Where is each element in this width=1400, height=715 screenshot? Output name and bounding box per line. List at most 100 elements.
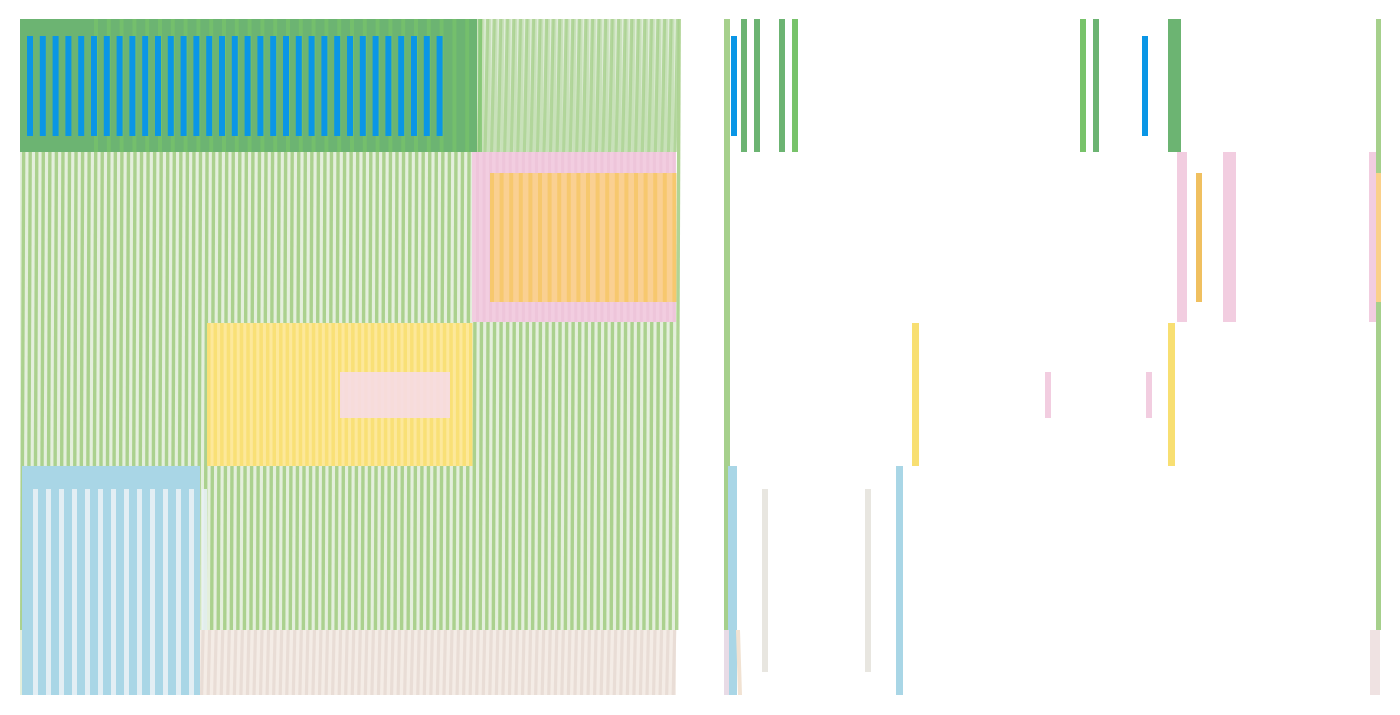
yellow-bar (239, 323, 244, 466)
beige-stripe (357, 630, 362, 695)
blue-bar (334, 36, 341, 136)
blue-bar (103, 36, 110, 136)
beige-stripe (540, 630, 546, 695)
light-green-bar (452, 19, 457, 152)
orange-bar (586, 173, 590, 302)
orange-bar (624, 173, 629, 302)
orange-bar (528, 173, 533, 302)
light-stripe (621, 19, 627, 152)
pale-bar (163, 489, 168, 695)
orange-bar (547, 173, 552, 302)
light-stripe (509, 19, 516, 152)
beige-stripe (638, 630, 644, 695)
pale-bar (202, 489, 207, 695)
beige-stripe (632, 630, 637, 695)
blue-bar (206, 36, 213, 136)
light-stripe (627, 19, 634, 152)
beige-stripe (435, 630, 441, 695)
pale-bar (85, 489, 90, 695)
beige-stripe (324, 630, 330, 695)
blue-bar (385, 36, 392, 136)
orange-bar (557, 173, 562, 302)
orange-bar (490, 173, 494, 302)
line-bar (779, 19, 785, 152)
pale-bar (150, 489, 155, 695)
yellow-bar (318, 323, 322, 466)
beige-stripe (363, 630, 369, 695)
light-stripe (581, 19, 588, 152)
line-bar (724, 19, 730, 630)
beige-stripe (206, 630, 212, 695)
pink-stripe (476, 152, 479, 322)
beige-stripe (389, 630, 395, 695)
blue-bar (270, 36, 277, 136)
beige-stripe (317, 630, 323, 695)
orange-bar (566, 173, 571, 302)
yellow-bar (298, 323, 303, 466)
line-bar (1177, 152, 1187, 322)
line-bar (1376, 173, 1381, 302)
orange-bar (672, 173, 677, 302)
yellow-bar (207, 323, 211, 466)
light-stripe (535, 19, 542, 152)
beige-stripe (344, 630, 349, 695)
yellow-bar (331, 323, 335, 466)
line-bar (1142, 36, 1148, 136)
blue-bar (142, 36, 149, 136)
beige-stripe (651, 630, 657, 695)
beige-stripe (475, 630, 480, 695)
line-bar (1223, 152, 1236, 322)
blue-bar (52, 36, 59, 136)
orange-bar (595, 173, 600, 302)
orange-bar (509, 173, 514, 302)
light-stripe (568, 19, 575, 152)
line-bar (754, 19, 760, 152)
line-bar (762, 489, 768, 672)
pink-inset (340, 372, 450, 418)
beige-stripe (403, 630, 408, 695)
beige-stripe (252, 630, 258, 695)
line-bar (865, 489, 871, 672)
yellow-bar (226, 323, 231, 466)
line-bar (1369, 152, 1376, 322)
blue-bar (295, 36, 302, 136)
yellow-bar (233, 323, 237, 466)
beige-stripe (331, 630, 336, 695)
beige-stripe (547, 630, 552, 695)
blue-bar (193, 36, 200, 136)
light-stripe (483, 19, 490, 152)
yellow-bar (324, 323, 329, 466)
beige-stripe (219, 630, 225, 695)
blue-bar (321, 36, 328, 136)
beige-stripe (245, 630, 251, 695)
beige-stripe (619, 630, 624, 695)
green-stripe (203, 19, 210, 630)
light-stripe (634, 19, 640, 152)
beige-stripe (416, 630, 421, 695)
light-stripe (608, 19, 614, 152)
blue-bar (283, 36, 289, 136)
beige-stripe (272, 630, 277, 695)
blue-bar (180, 36, 187, 136)
blue-bar (411, 36, 417, 136)
pale-bar (124, 489, 129, 695)
light-stripe (601, 19, 608, 152)
beige-stripe (501, 630, 506, 695)
pale-bar (189, 489, 194, 695)
orange-bar (653, 173, 658, 302)
beige-stripe (442, 630, 448, 695)
light-green-bar (465, 19, 470, 152)
light-stripe (575, 19, 581, 152)
light-stripe (542, 19, 549, 152)
beige-stripe (285, 630, 290, 695)
beige-stripe (534, 630, 539, 695)
beige-stripe (527, 630, 533, 695)
yellow-bar (272, 323, 276, 466)
line-bar (1045, 372, 1051, 418)
beige-stripe (298, 630, 303, 695)
line-bar (728, 466, 737, 695)
beige-stripe (455, 630, 461, 695)
beige-stripe (278, 630, 284, 695)
beige-stripe (383, 630, 389, 695)
